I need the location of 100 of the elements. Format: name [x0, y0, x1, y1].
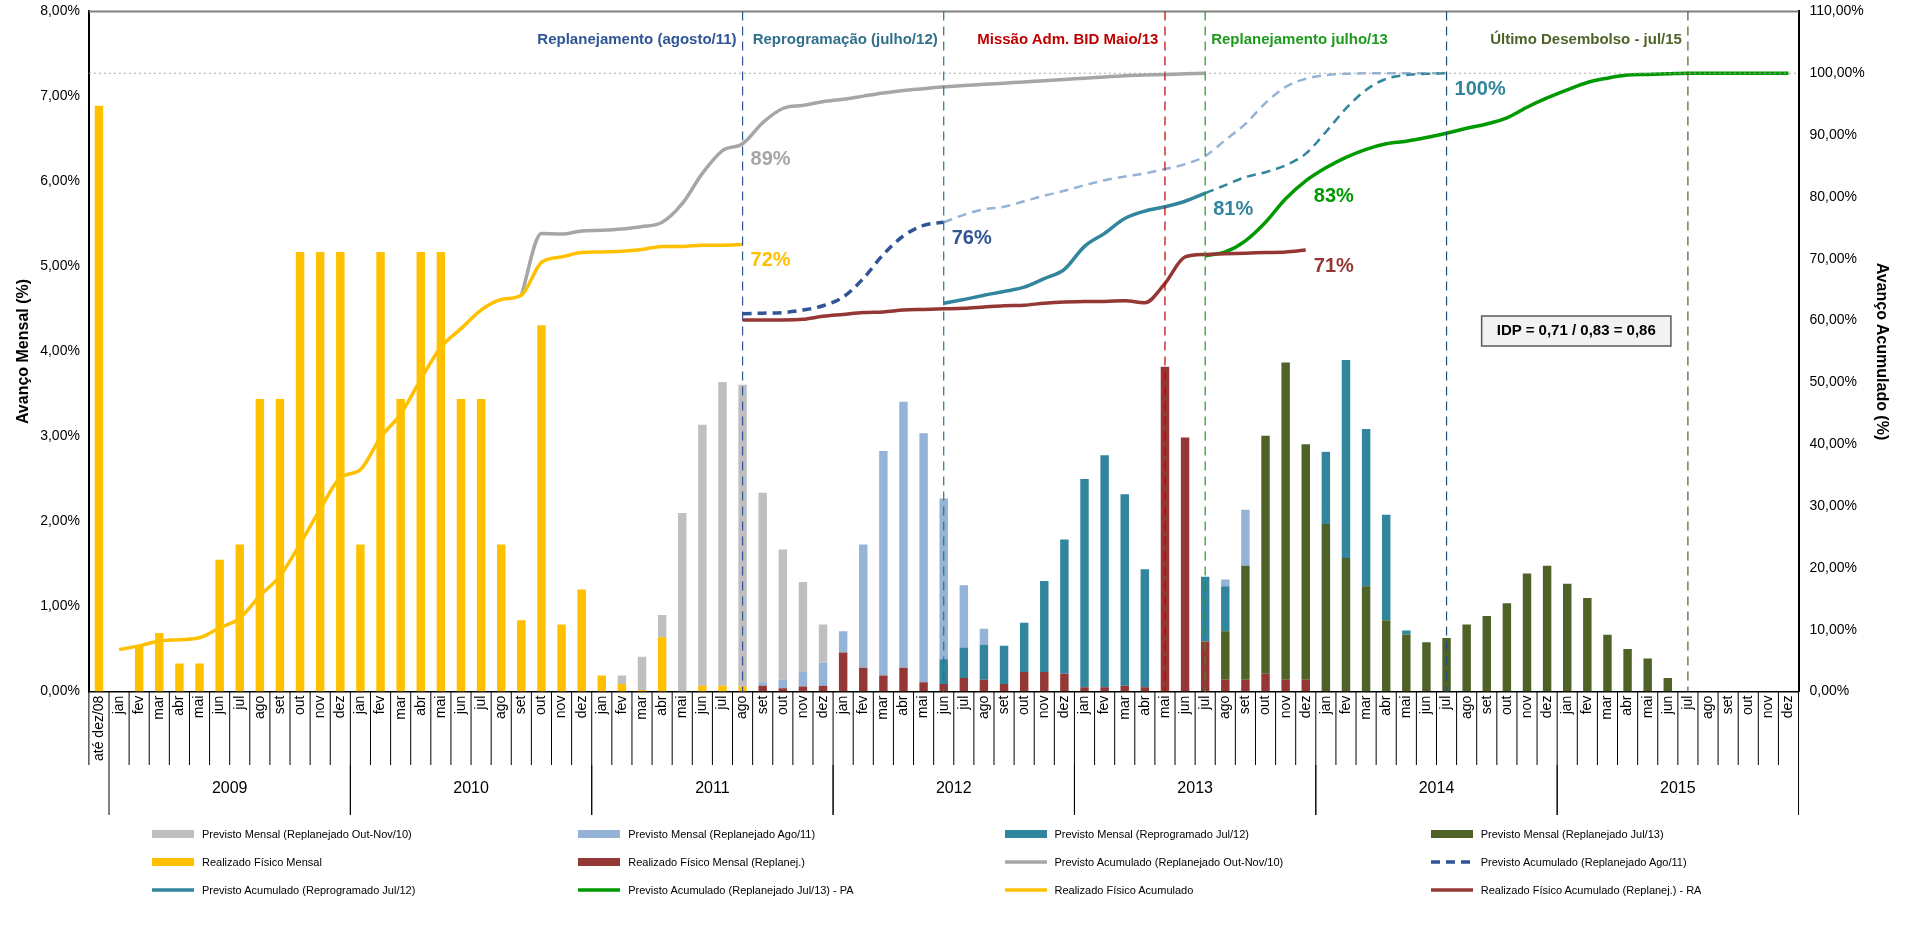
y2-tick-label: 90,00%: [1809, 125, 1858, 142]
x-tick-label: ago: [1216, 695, 1233, 719]
bar: [1060, 673, 1069, 692]
y-tick-label: 5,00%: [40, 257, 80, 274]
bar: [1281, 362, 1290, 680]
bar: [557, 624, 566, 692]
y2-tick-label: 60,00%: [1809, 311, 1858, 328]
bar: [758, 685, 767, 692]
bar: [1341, 360, 1351, 559]
bar: [798, 581, 808, 673]
x-tick-label: fev: [854, 695, 871, 715]
bar: [959, 585, 969, 648]
text: 2012: [935, 778, 972, 796]
x-tick-label: jul: [1678, 695, 1695, 711]
bar: [356, 544, 365, 692]
x-tick-label: jul: [1437, 695, 1454, 711]
x-tick-label: fev: [1095, 695, 1112, 715]
bar: [1402, 634, 1411, 692]
x-tick-label: dez: [1537, 695, 1554, 719]
legend-label: Previsto Acumulado (Replanejado Out-Nov/10): [1054, 856, 1284, 868]
x-tick-label: set: [1477, 695, 1494, 715]
x-tick-label: fev: [1336, 695, 1353, 715]
x-tick-label: out: [532, 695, 549, 716]
bar: [1542, 565, 1552, 692]
bar: [1221, 679, 1230, 692]
x-tick-label: mar: [632, 695, 649, 720]
x-tick-label: até dez/08: [89, 695, 106, 761]
bar: [657, 637, 667, 692]
x-tick-label: ago: [1457, 695, 1474, 719]
bar: [919, 682, 928, 692]
x-tick-label: out: [1497, 695, 1514, 716]
x-tick-label: jun: [1175, 695, 1192, 716]
bar: [1019, 672, 1029, 692]
x-tick-label: dez: [1296, 695, 1313, 719]
ref-line-label: Reprogramação (julho/12): [752, 29, 938, 47]
x-tick-label: out: [1015, 695, 1032, 716]
x-tick-label: set: [1236, 695, 1253, 715]
ref-line-label: Replanejamento (agosto/11): [537, 29, 737, 47]
bar: [195, 663, 204, 692]
y-tick-label: 0,00%: [40, 682, 80, 699]
bar: [1241, 679, 1250, 692]
bar: [1563, 583, 1572, 692]
y-tick-label: 4,00%: [40, 342, 80, 359]
legend-label: Previsto Mensal (Reprogramado Jul/12): [1054, 828, 1249, 840]
x-tick-label: set: [270, 695, 287, 715]
y2-tick-label: 110,00%: [1809, 2, 1864, 19]
bar: [838, 652, 848, 692]
x-tick-label: nov: [1759, 695, 1776, 719]
x-tick-label: mai: [914, 695, 931, 719]
x-tick-label: mai: [431, 695, 448, 719]
bar: [939, 659, 948, 684]
bar: [1221, 579, 1230, 587]
x-tick-label: jan: [351, 695, 368, 716]
bar: [1603, 634, 1612, 692]
bar: [1241, 565, 1250, 680]
bar: [1522, 573, 1532, 692]
x-tick-label: jun: [934, 695, 951, 716]
text: 2010: [453, 778, 489, 796]
x-tick-label: nov: [1517, 695, 1534, 719]
bar: [738, 384, 747, 687]
x-tick-label: mai: [190, 695, 207, 719]
bar: [899, 667, 908, 692]
y-tick-label: 1,00%: [40, 597, 80, 614]
bar: [1301, 444, 1310, 680]
bar: [1080, 479, 1089, 688]
text: 2014: [1418, 778, 1455, 796]
bar: [456, 399, 466, 692]
x-tick-label: jul: [1196, 695, 1213, 711]
bar: [1462, 624, 1471, 692]
legend-label: Realizado Físico Acumulado (Replanej.) - RA: [1480, 884, 1702, 896]
x-tick-label: jan: [109, 695, 126, 716]
y2-tick-label: 10,00%: [1809, 620, 1858, 637]
bar: [537, 325, 546, 692]
bar: [1261, 673, 1270, 692]
bar: [879, 450, 888, 676]
bar: [1381, 514, 1391, 621]
y-tick-label: 7,00%: [40, 87, 80, 104]
x-tick-label: abr: [411, 695, 428, 716]
annotation: IDP = 0,71 / 0,83 = 0,86: [1496, 321, 1656, 339]
x-tick-label: jan: [592, 695, 609, 716]
ref-line-label: Último Desembolso - jul/15: [1490, 29, 1682, 47]
bar: [818, 662, 828, 686]
bar: [1140, 569, 1150, 688]
x-tick-label: nov: [1276, 695, 1293, 719]
bar: [919, 433, 928, 683]
x-tick-label: ago: [492, 695, 509, 719]
bar: [1502, 603, 1512, 692]
bar: [1643, 658, 1652, 692]
bar: [859, 544, 868, 668]
bar: [718, 685, 727, 692]
bar: [1221, 586, 1230, 632]
bar: [637, 656, 647, 690]
bar: [1321, 524, 1331, 692]
x-tick-label: abr: [1135, 695, 1152, 716]
x-tick-label: jul: [471, 695, 488, 711]
data-label: 89%: [750, 147, 791, 170]
x-tick-label: jun: [1658, 695, 1675, 716]
bar: [899, 401, 908, 668]
bar: [1221, 631, 1230, 680]
bar: [1040, 581, 1049, 673]
